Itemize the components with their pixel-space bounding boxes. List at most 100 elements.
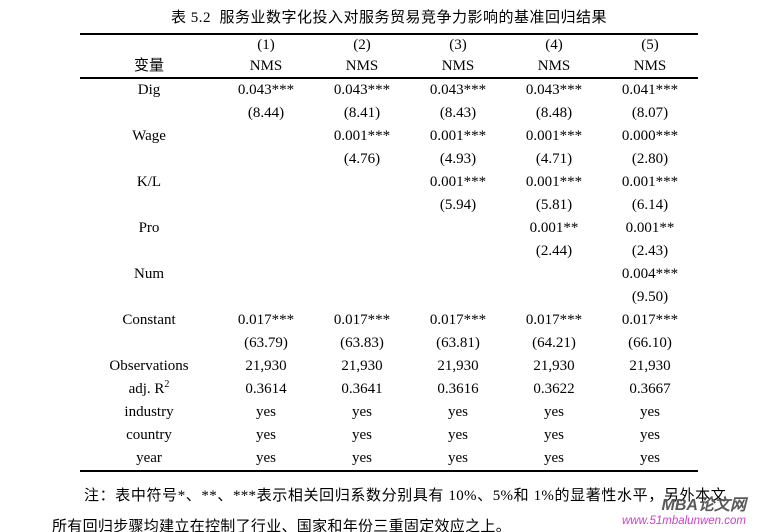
- cell-value: 0.001***: [621, 174, 679, 190]
- cell-value: 0.001***: [429, 128, 487, 144]
- cell-value: 0.001**: [529, 220, 579, 236]
- cell-value: 0.041***: [621, 82, 679, 98]
- cell-value: 0.017***: [621, 312, 679, 328]
- table-row: adj. R2 0.3614 0.3641 0.3616 0.3622 0.3667: [80, 378, 698, 401]
- cell-value: (66.10): [628, 335, 672, 351]
- cell-value: [314, 194, 410, 217]
- cell-value: 0.017***: [237, 312, 295, 328]
- column-number: (2): [353, 37, 371, 53]
- cell-value: yes: [640, 404, 660, 420]
- row-label: Wage: [132, 128, 166, 144]
- cell-value: (63.79): [244, 335, 288, 351]
- cell-value: yes: [544, 427, 564, 443]
- row-label: Constant: [122, 312, 176, 328]
- regression-table: (1) (2) (3) (4) (5) 变量 NMS NMS NMS NMS N…: [80, 33, 698, 472]
- cell-value: 0.017***: [525, 312, 583, 328]
- cell-value: 0.000***: [621, 128, 679, 144]
- table-row: Constant 0.017*** 0.017*** 0.017*** 0.017***…: [80, 309, 698, 332]
- cell-value: 0.001***: [333, 128, 391, 144]
- cell-value: (63.83): [340, 335, 384, 351]
- cell-value: (2.44): [535, 243, 573, 259]
- cell-value: [410, 286, 506, 309]
- dep-var-label: NMS: [537, 58, 571, 74]
- cell-value: (4.76): [343, 151, 381, 167]
- table-row: Pro 0.001** 0.001**: [80, 217, 698, 240]
- cell-value: 21,930: [437, 358, 479, 374]
- cell-value: (4.93): [439, 151, 477, 167]
- cell-value: [506, 263, 602, 286]
- cell-value: (5.94): [439, 197, 477, 213]
- row-label: adj. R2: [128, 379, 170, 398]
- table-caption: 表 5.2 服务业数字化投入对服务贸易竞争力影响的基准回归结果: [170, 10, 607, 26]
- table-row: country yes yes yes yes yes: [80, 424, 698, 447]
- dep-var-label: NMS: [249, 58, 283, 74]
- dep-var-row: 变量 NMS NMS NMS NMS NMS: [80, 56, 698, 78]
- cell-value: yes: [352, 450, 372, 466]
- cell-value: 0.004***: [621, 266, 679, 282]
- cell-value: yes: [640, 427, 660, 443]
- cell-value: [506, 286, 602, 309]
- cell-value: (8.48): [535, 105, 573, 121]
- column-number: (1): [257, 37, 275, 53]
- cell-value: (64.21): [532, 335, 576, 351]
- cell-value: [218, 263, 314, 286]
- table-row: (4.76) (4.93) (4.71) (2.80): [80, 148, 698, 171]
- cell-value: [218, 286, 314, 309]
- cell-value: [218, 240, 314, 263]
- cell-value: [314, 286, 410, 309]
- row-label: industry: [124, 404, 174, 420]
- cell-value: 21,930: [629, 358, 671, 374]
- table-row: Num 0.004***: [80, 263, 698, 286]
- cell-value: 0.043***: [525, 82, 583, 98]
- cell-value: yes: [256, 427, 276, 443]
- cell-value: 21,930: [341, 358, 383, 374]
- table-row: Observations 21,930 21,930 21,930 21,930 21,9…: [80, 355, 698, 378]
- table-row: year yes yes yes yes yes: [80, 447, 698, 471]
- cell-value: (63.81): [436, 335, 480, 351]
- cell-value: [314, 217, 410, 240]
- cell-value: [218, 171, 314, 194]
- row-label: Pro: [138, 220, 160, 236]
- cell-value: (2.80): [631, 151, 669, 167]
- cell-value: yes: [448, 427, 468, 443]
- cell-value: yes: [640, 450, 660, 466]
- cell-value: 0.043***: [237, 82, 295, 98]
- row-label: Observations: [109, 358, 189, 374]
- cell-value: (9.50): [631, 289, 669, 305]
- row-label: [80, 102, 218, 125]
- cell-value: 0.001***: [525, 128, 583, 144]
- cell-value: 0.001***: [429, 174, 487, 190]
- row-label: [80, 286, 218, 309]
- cell-value: 0.001**: [625, 220, 675, 236]
- dep-var-label: NMS: [633, 58, 667, 74]
- row-label: [80, 240, 218, 263]
- variable-column-header: 变量: [133, 58, 164, 74]
- cell-value: 21,930: [533, 358, 575, 374]
- cell-value: [410, 263, 506, 286]
- cell-value: [410, 240, 506, 263]
- row-label: country: [126, 427, 172, 443]
- watermark-site-url: www.51mbalunwen.com: [621, 515, 746, 528]
- cell-value: 0.3614: [245, 381, 287, 397]
- row-label: year: [136, 450, 162, 466]
- watermark-site-name: MBA论文网: [661, 496, 746, 514]
- cell-value: 0.017***: [333, 312, 391, 328]
- table-row: Dig 0.043*** 0.043*** 0.043*** 0.043*** 0.041…: [80, 78, 698, 102]
- dep-var-label: NMS: [345, 58, 379, 74]
- table-row: (9.50): [80, 286, 698, 309]
- row-label: [80, 194, 218, 217]
- cell-value: [218, 194, 314, 217]
- cell-value: yes: [448, 450, 468, 466]
- cell-value: 0.017***: [429, 312, 487, 328]
- column-number: (3): [449, 37, 467, 53]
- cell-value: 21,930: [245, 358, 287, 374]
- cell-value: [410, 217, 506, 240]
- cell-value: 0.001***: [525, 174, 583, 190]
- cell-value: (8.07): [631, 105, 669, 121]
- cell-value: yes: [352, 427, 372, 443]
- cell-value: [218, 217, 314, 240]
- cell-value: [314, 263, 410, 286]
- cell-value: 0.043***: [429, 82, 487, 98]
- cell-value: (5.81): [535, 197, 573, 213]
